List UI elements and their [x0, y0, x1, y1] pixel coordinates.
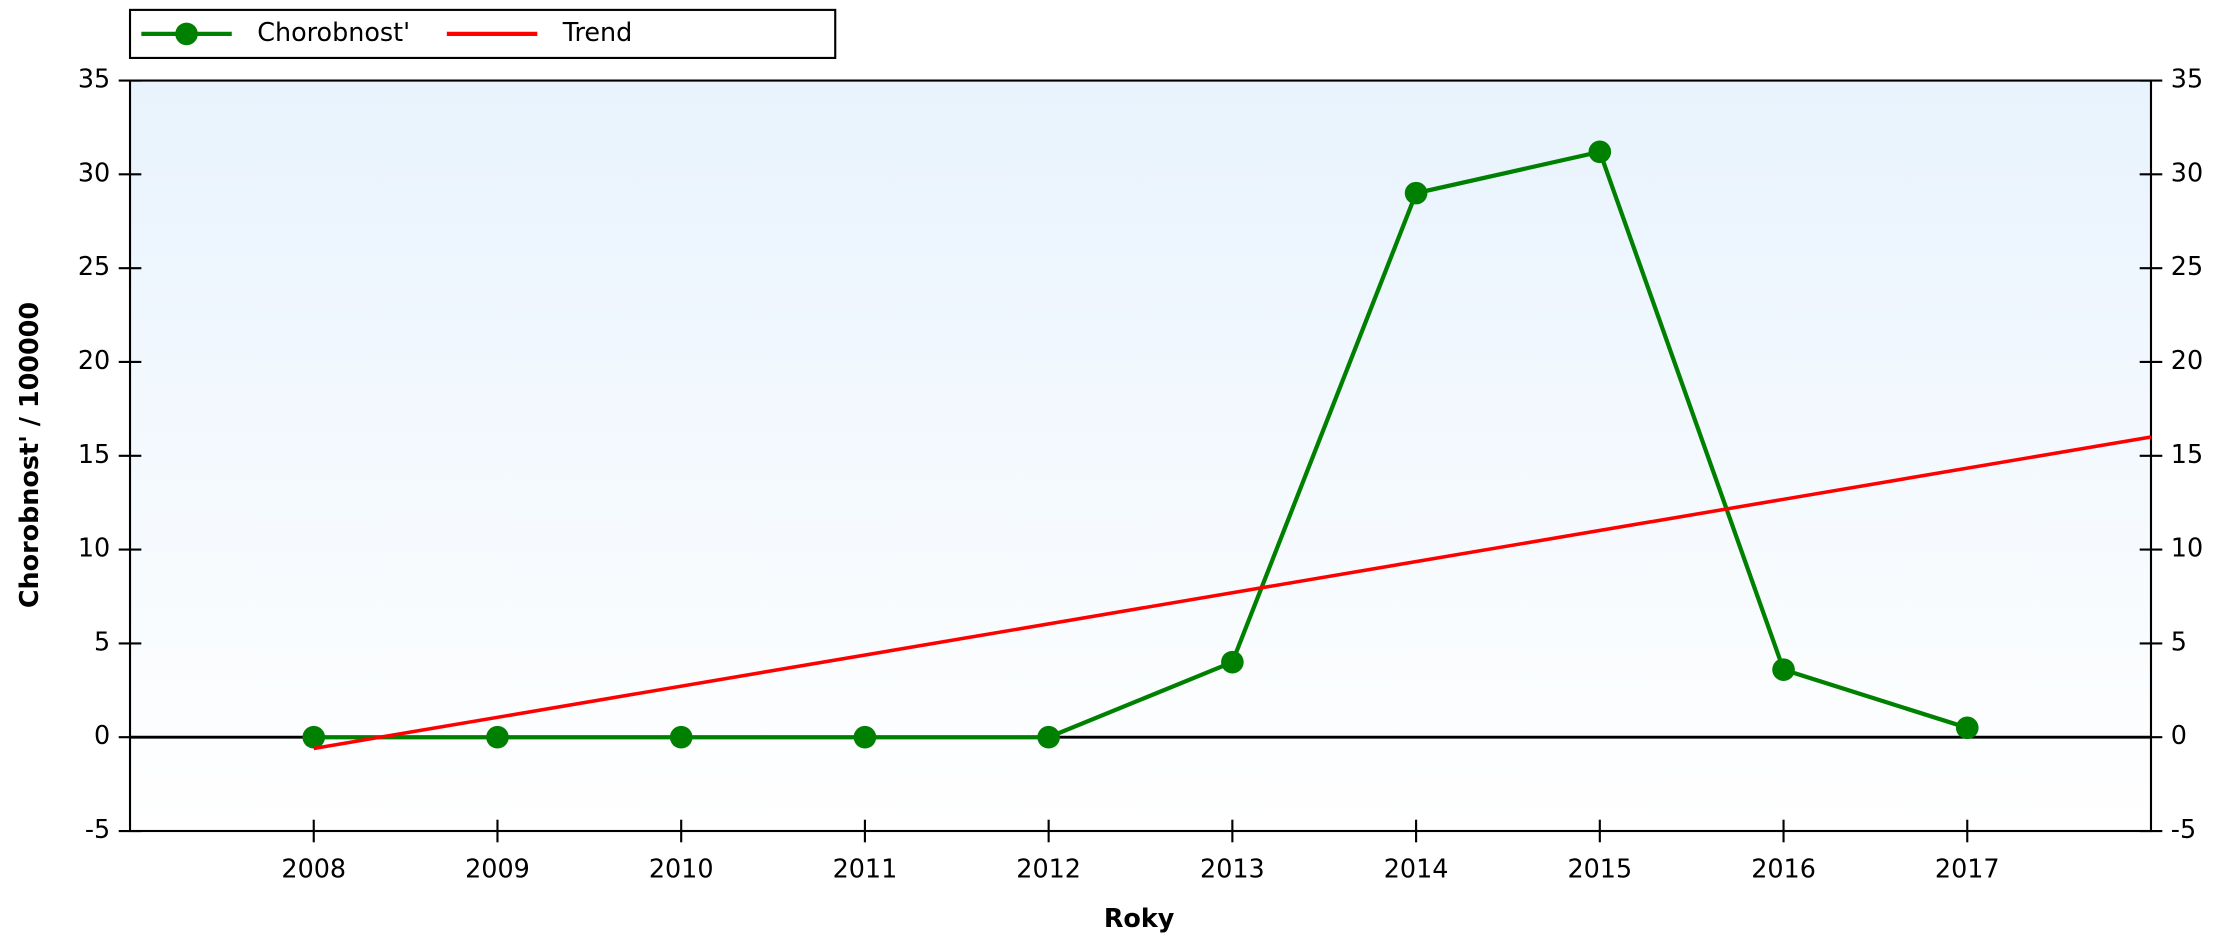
y-tick-label: 10	[78, 533, 110, 563]
y2-tick-label: 20	[2171, 345, 2203, 375]
series-line	[313, 435, 2152, 751]
data-point	[669, 725, 693, 749]
y2-tick-label: 5	[2171, 626, 2187, 656]
data-point	[1037, 725, 1060, 749]
y-tick-label: 30	[78, 157, 110, 187]
data-point	[1588, 140, 1612, 164]
legend-marker	[175, 22, 198, 46]
legend-label: Chorobnost'	[257, 17, 410, 47]
legend-label: Trend	[562, 17, 633, 47]
x-tick-label: 2014	[1384, 854, 1449, 884]
y-tick-label: 15	[78, 439, 110, 469]
x-tick-label: 2016	[1751, 854, 1816, 884]
y2-tick-label: -5	[2171, 814, 2196, 844]
y2-tick-label: 35	[2171, 64, 2203, 94]
y2-tick-label: 25	[2171, 251, 2203, 281]
x-axis-label: Roky	[1104, 903, 1175, 933]
y-tick-label: 25	[78, 251, 110, 281]
y-tick-label: -5	[85, 814, 110, 844]
x-tick-label: 2011	[833, 854, 898, 884]
x-tick-label: 2009	[465, 854, 530, 884]
data-point	[1772, 658, 1795, 681]
data-point	[853, 725, 877, 749]
y2-tick-label: 30	[2171, 157, 2203, 187]
x-tick-label: 2015	[1567, 854, 1632, 884]
data-point	[1955, 716, 1979, 740]
y-tick-label: 5	[94, 626, 110, 656]
plot-background	[130, 80, 2151, 832]
y-tick-label: 35	[78, 64, 110, 94]
y-axis-label: Chorobnost' / 100000	[14, 302, 44, 608]
x-tick-label: 2012	[1016, 854, 1081, 884]
y-tick-label: 0	[94, 720, 110, 750]
series-line	[313, 149, 1968, 740]
data-point	[486, 725, 509, 749]
y2-tick-label: 0	[2171, 720, 2187, 750]
y2-tick-label: 10	[2171, 533, 2203, 563]
x-tick-label: 2010	[649, 854, 714, 884]
data-point	[302, 725, 326, 749]
x-tick-label: 2013	[1200, 854, 1265, 884]
x-tick-label: 2008	[281, 854, 346, 884]
x-tick-label: 2017	[1935, 854, 2000, 884]
y-tick-label: 20	[78, 345, 110, 375]
y2-tick-label: 15	[2171, 439, 2203, 469]
data-point	[1404, 181, 1428, 205]
data-point	[1221, 650, 1244, 674]
